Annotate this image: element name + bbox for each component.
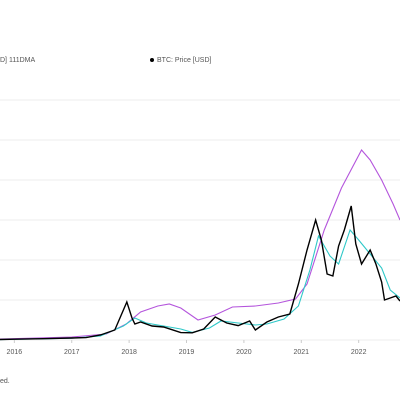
x-tick-label: 2022: [351, 349, 367, 356]
x-tick-label: 2020: [236, 349, 252, 356]
x-tick-label: 2021: [294, 349, 310, 356]
series-line: [0, 149, 400, 340]
legend-label: BTC: Price [USD]: [157, 57, 212, 64]
x-tick-label: 2019: [179, 349, 195, 356]
x-tick-label: 2017: [64, 349, 80, 356]
series-line: [0, 228, 400, 341]
footer: ed.: [0, 378, 10, 385]
x-tick-label: 2018: [121, 349, 137, 356]
legend-marker: [150, 58, 154, 62]
legend-label: D] 111DMA: [0, 57, 35, 64]
x-tick-label: 2016: [7, 349, 23, 356]
series-line: [0, 205, 400, 341]
